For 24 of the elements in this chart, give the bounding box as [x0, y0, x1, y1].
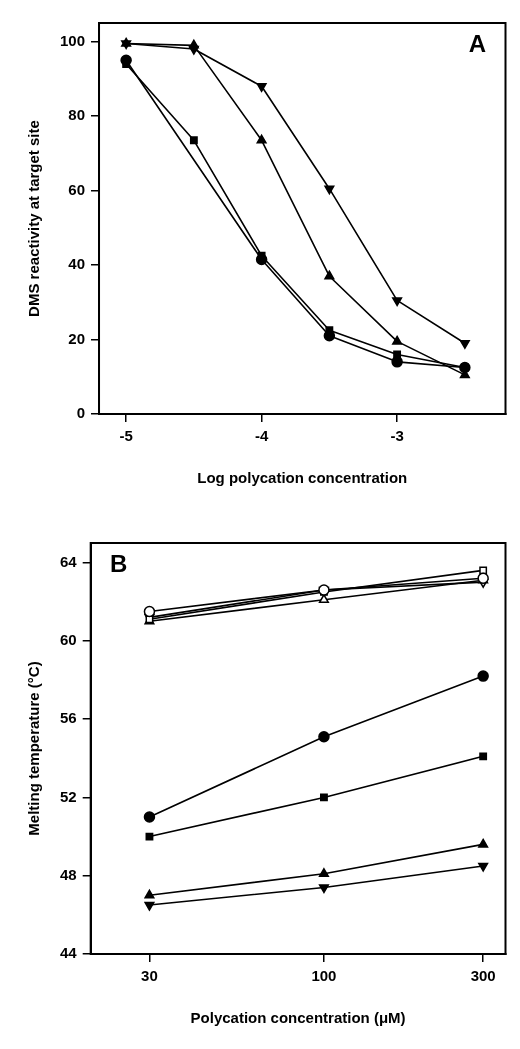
x-tick-label: -4 — [254, 427, 269, 445]
annotation: B — [110, 549, 128, 577]
y-tick-label: 80 — [68, 106, 86, 124]
y-tick-label: 56 — [60, 709, 77, 727]
y-tick-label: 60 — [60, 631, 77, 648]
y-tick-label: 0 — [76, 404, 86, 422]
y-tick-label: 52 — [60, 787, 77, 805]
y-axis-title: Melting temperature (°C) — [25, 661, 43, 836]
y-tick-label: 44 — [60, 944, 78, 962]
y-tick-label: 64 — [60, 552, 78, 570]
y-tick-label: 60 — [68, 180, 86, 198]
y-tick-label: 40 — [68, 255, 86, 273]
y-axis-title: DMS reactivity at target site — [25, 120, 43, 317]
x-tick-label: 300 — [470, 967, 496, 985]
y-tick-label: 20 — [68, 329, 86, 347]
y-tick-label: 100 — [60, 31, 86, 49]
annotation: A — [468, 29, 487, 57]
x-tick-label: 100 — [311, 967, 337, 985]
x-tick-label: 30 — [141, 967, 158, 985]
x-axis-title: Log polycation concentration — [197, 469, 408, 487]
x-axis-title: Polycation concentration (μM) — [190, 1009, 406, 1027]
y-tick-label: 48 — [60, 865, 77, 883]
x-tick-label: -3 — [390, 427, 404, 445]
x-tick-label: -5 — [119, 427, 133, 445]
